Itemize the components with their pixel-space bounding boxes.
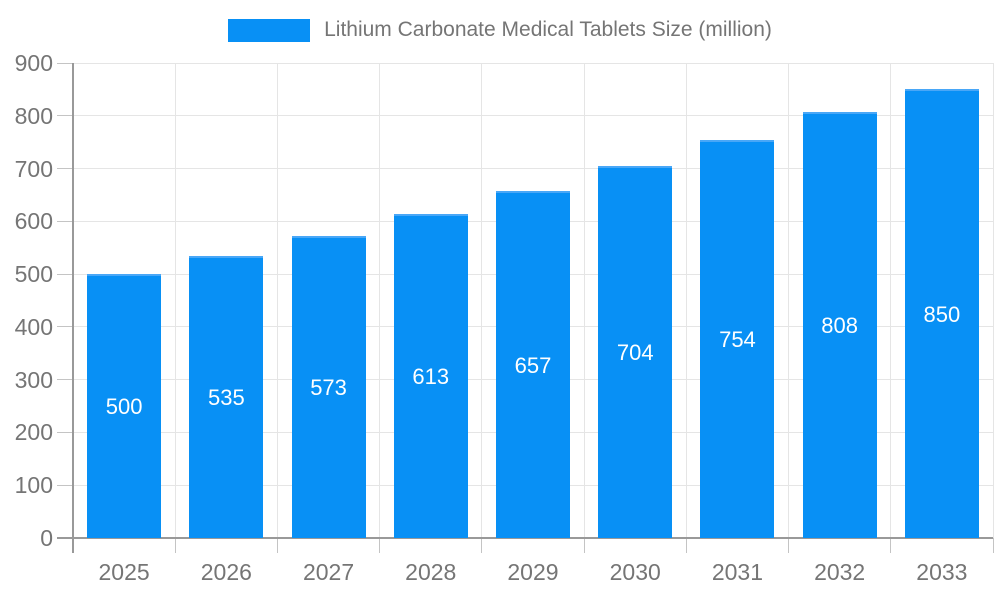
bar[interactable]: 704	[598, 166, 673, 538]
legend-swatch[interactable]	[228, 18, 311, 42]
x-axis-tick	[583, 538, 585, 553]
y-axis-tick	[57, 115, 73, 117]
x-axis-tick-label: 2026	[200, 559, 252, 585]
v-gridline	[583, 63, 585, 538]
x-axis-tick-label: 2033	[916, 559, 968, 585]
bar[interactable]: 808	[802, 111, 877, 538]
y-axis-tick-label: 600	[14, 208, 53, 235]
bar-value-label: 573	[310, 374, 347, 400]
bar[interactable]: 657	[496, 191, 570, 538]
bar[interactable]: 613	[393, 214, 468, 538]
x-axis-tick-label: 2032	[814, 559, 866, 585]
x-axis-tick-label: 2025	[98, 559, 150, 585]
v-gridline	[685, 63, 687, 538]
x-axis-tick	[379, 538, 381, 553]
y-axis-line	[72, 63, 74, 553]
v-gridline	[276, 63, 278, 538]
bar-value-label: 613	[412, 364, 450, 390]
y-axis-tick	[57, 326, 73, 328]
y-axis-tick	[57, 62, 73, 64]
bar-value-label: 535	[207, 384, 245, 410]
x-axis-tick-label: 2027	[302, 559, 355, 585]
y-axis-tick-label: 0	[40, 525, 53, 551]
y-axis-tick-label: 700	[14, 155, 53, 182]
y-axis-tick-label: 300	[14, 366, 53, 393]
legend[interactable]: Lithium Carbonate Medical Tablets Size (…	[0, 18, 1000, 42]
bar-value-label: 850	[923, 301, 961, 327]
x-axis-tick	[276, 538, 278, 553]
x-axis-tick-label: 2028	[405, 559, 457, 585]
v-gridline	[890, 63, 892, 538]
y-axis-tick-label: 100	[14, 472, 53, 499]
v-gridline	[174, 63, 176, 538]
x-axis-tick	[992, 538, 994, 553]
y-axis-tick	[57, 273, 73, 275]
y-axis-tick-label: 900	[14, 50, 53, 76]
x-axis-tick-label: 2029	[507, 559, 559, 585]
bar[interactable]: 573	[291, 235, 366, 538]
x-axis-tick	[788, 538, 790, 553]
bar[interactable]: 754	[700, 140, 775, 538]
x-axis-tick-label: 2030	[609, 559, 661, 585]
bar-value-label: 657	[514, 352, 552, 378]
y-axis-tick-label: 200	[14, 419, 53, 446]
bar-value-label: 754	[719, 327, 756, 353]
h-gridline	[73, 115, 993, 117]
y-axis-tick	[57, 168, 73, 170]
y-axis-tick	[57, 484, 73, 486]
x-axis-tick	[890, 538, 892, 553]
bar-value-label: 500	[105, 394, 143, 420]
bar[interactable]: 850	[904, 89, 979, 538]
v-gridline	[481, 63, 483, 538]
y-axis-tick	[57, 220, 73, 222]
v-gridline	[788, 63, 790, 538]
x-axis-tick-label: 2031	[711, 559, 764, 585]
x-axis-tick	[174, 538, 176, 553]
y-axis-tick	[57, 431, 73, 433]
x-axis-line	[57, 537, 993, 539]
y-axis-tick-label: 800	[14, 102, 53, 129]
bar-value-label: 704	[616, 340, 654, 366]
bar[interactable]: 500	[87, 274, 162, 538]
x-axis-tick	[685, 538, 687, 553]
bar-value-label: 808	[821, 312, 859, 338]
v-gridline	[379, 63, 381, 538]
y-axis-tick-label: 400	[14, 313, 53, 340]
v-gridline	[992, 63, 994, 538]
h-gridline	[73, 62, 993, 64]
y-axis-tick-label: 500	[14, 261, 53, 288]
legend-label[interactable]: Lithium Carbonate Medical Tablets Size (…	[324, 18, 772, 41]
bar[interactable]: 535	[189, 255, 264, 538]
h-gridline	[73, 168, 993, 170]
x-axis-tick	[481, 538, 483, 553]
y-axis-tick	[57, 379, 73, 381]
